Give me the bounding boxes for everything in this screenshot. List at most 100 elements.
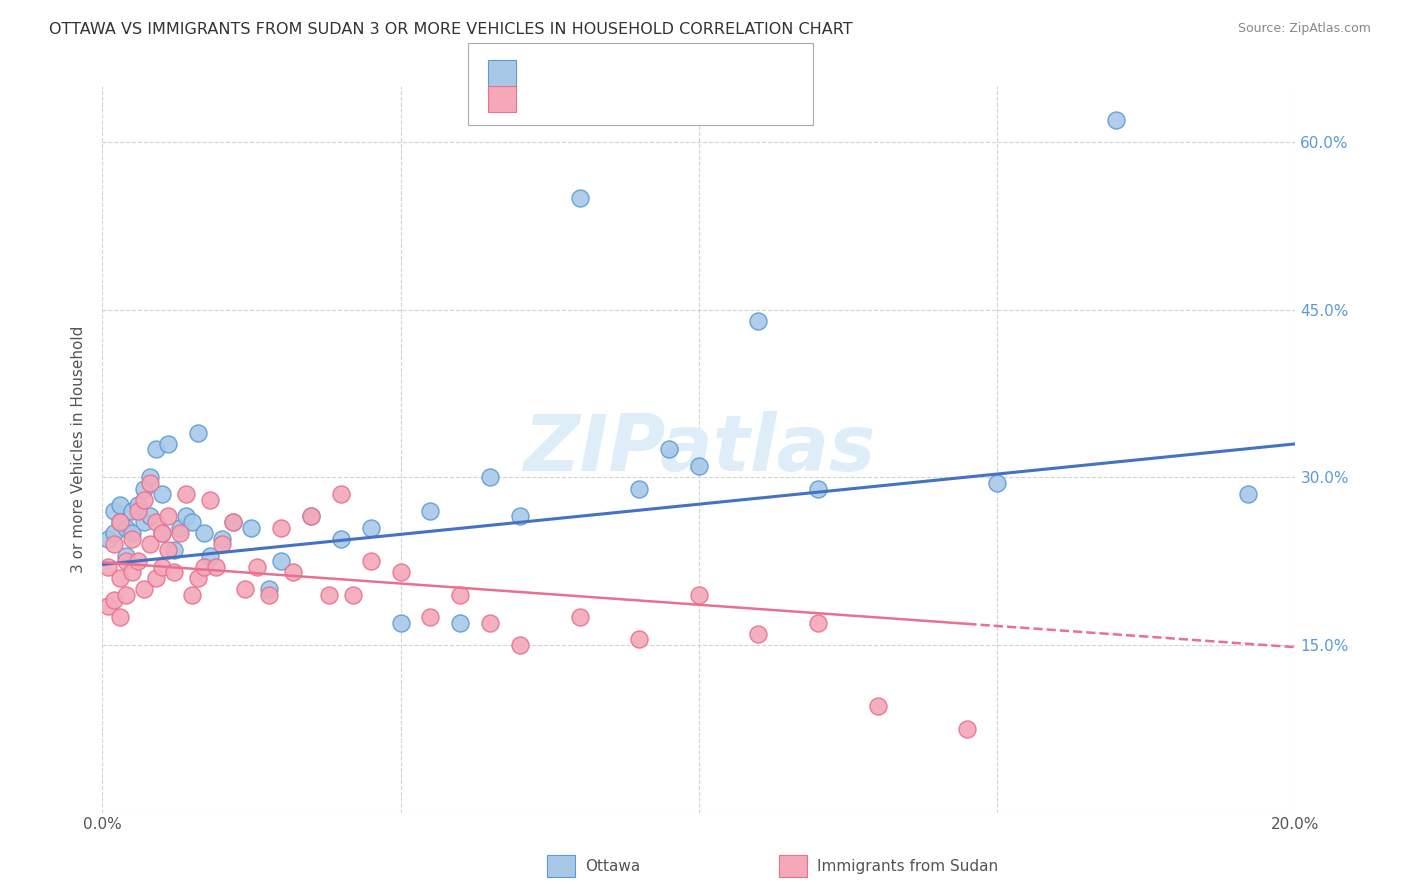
Point — [956, 722, 979, 736]
Point — [103, 526, 125, 541]
Point — [180, 588, 202, 602]
Point — [139, 509, 162, 524]
Point — [156, 543, 179, 558]
Point — [389, 615, 412, 630]
Point — [568, 191, 591, 205]
Point — [115, 549, 138, 563]
Point — [97, 559, 120, 574]
Point — [127, 504, 149, 518]
Point — [198, 492, 221, 507]
Point — [132, 515, 155, 529]
Point — [807, 615, 830, 630]
Point — [156, 437, 179, 451]
Point — [419, 610, 441, 624]
Text: Ottawa: Ottawa — [585, 859, 640, 873]
Point — [132, 582, 155, 596]
Point — [115, 521, 138, 535]
Text: Immigrants from Sudan: Immigrants from Sudan — [817, 859, 998, 873]
Point — [163, 543, 186, 558]
Point — [132, 492, 155, 507]
Text: N =: N = — [638, 64, 678, 82]
Point — [163, 566, 186, 580]
Point — [281, 566, 304, 580]
Text: Source: ZipAtlas.com: Source: ZipAtlas.com — [1237, 22, 1371, 36]
Point — [139, 475, 162, 490]
Point — [108, 571, 131, 585]
Text: -0.117: -0.117 — [571, 90, 628, 108]
Point — [628, 482, 651, 496]
Point — [747, 627, 769, 641]
Point — [187, 425, 209, 440]
Point — [479, 615, 502, 630]
Point — [329, 487, 352, 501]
Point — [222, 515, 245, 529]
Point — [688, 459, 710, 474]
Point — [127, 554, 149, 568]
Point — [103, 537, 125, 551]
Point — [103, 593, 125, 607]
Point — [807, 482, 830, 496]
Point — [449, 588, 471, 602]
Point — [169, 526, 191, 541]
Point — [121, 566, 143, 580]
Point — [688, 588, 710, 602]
Point — [139, 470, 162, 484]
Point — [108, 515, 131, 529]
Text: R =: R = — [529, 90, 568, 108]
Text: OTTAWA VS IMMIGRANTS FROM SUDAN 3 OR MORE VEHICLES IN HOUSEHOLD CORRELATION CHAR: OTTAWA VS IMMIGRANTS FROM SUDAN 3 OR MOR… — [49, 22, 853, 37]
Point — [103, 504, 125, 518]
Point — [747, 314, 769, 328]
Point — [145, 571, 167, 585]
Point — [169, 521, 191, 535]
Point — [658, 442, 681, 457]
Point — [259, 588, 281, 602]
Point — [211, 537, 233, 551]
Point — [986, 475, 1008, 490]
Point — [204, 559, 226, 574]
Point — [127, 498, 149, 512]
Point — [115, 588, 138, 602]
Point — [1236, 487, 1258, 501]
Point — [180, 515, 202, 529]
Point — [235, 582, 257, 596]
Point — [132, 482, 155, 496]
Point — [479, 470, 502, 484]
Text: ZIPatlas: ZIPatlas — [523, 411, 875, 487]
Point — [270, 521, 292, 535]
Point — [139, 537, 162, 551]
Point — [108, 515, 131, 529]
Point — [150, 526, 173, 541]
Point — [318, 588, 340, 602]
Point — [389, 566, 412, 580]
Point — [246, 559, 269, 574]
Point — [150, 487, 173, 501]
Point — [187, 571, 209, 585]
Point — [509, 638, 531, 652]
Text: N =: N = — [638, 90, 678, 108]
Point — [628, 632, 651, 647]
Point — [156, 509, 179, 524]
Point — [509, 509, 531, 524]
Point — [145, 515, 167, 529]
Point — [150, 526, 173, 541]
Point — [198, 549, 221, 563]
Point — [121, 526, 143, 541]
Text: 0.251: 0.251 — [571, 64, 623, 82]
Point — [342, 588, 364, 602]
Text: 47: 47 — [681, 64, 706, 82]
Point — [174, 509, 197, 524]
Point — [419, 504, 441, 518]
Point — [108, 498, 131, 512]
Point — [259, 582, 281, 596]
Point — [329, 532, 352, 546]
Point — [97, 532, 120, 546]
Point — [121, 532, 143, 546]
Point — [211, 532, 233, 546]
Point — [360, 554, 382, 568]
Point — [568, 610, 591, 624]
Point — [121, 504, 143, 518]
Point — [193, 526, 215, 541]
Text: 55: 55 — [681, 90, 706, 108]
Point — [193, 559, 215, 574]
Point — [150, 559, 173, 574]
